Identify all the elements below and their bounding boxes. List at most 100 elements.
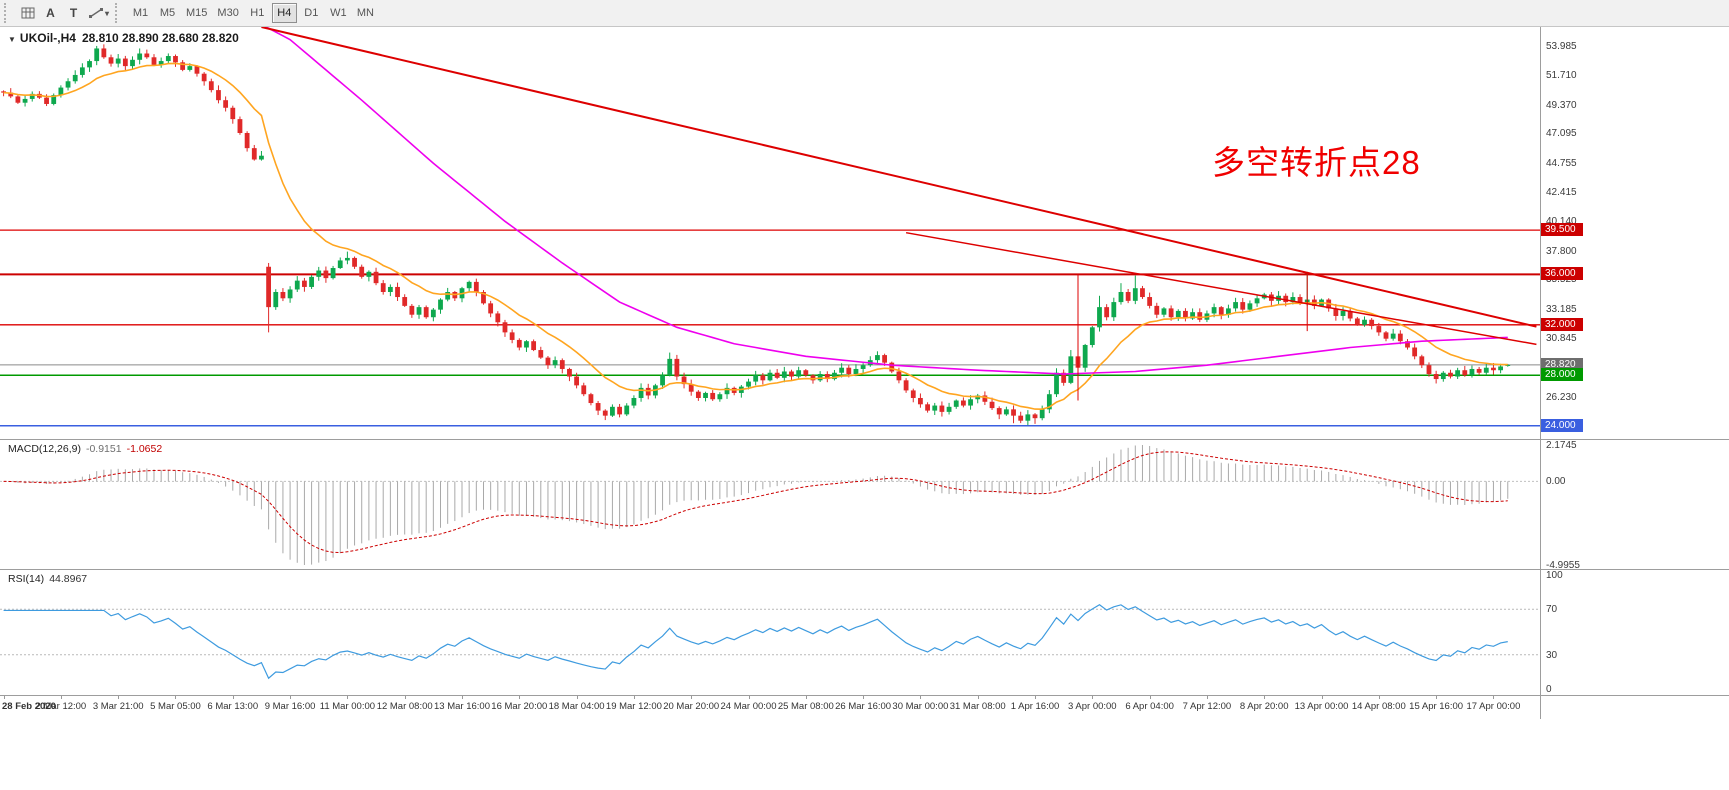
rsi-value: 44.8967 (49, 573, 88, 585)
macd-panel[interactable] (0, 439, 1540, 569)
chart-grid-button[interactable] (16, 3, 39, 24)
time-tick (290, 696, 292, 699)
time-tick (519, 696, 521, 699)
ohlc-values: 28.810 28.890 28.680 28.820 (81, 31, 239, 45)
timeframe-mn-button[interactable]: MN (353, 3, 378, 23)
time-tick (462, 696, 463, 699)
timeframe-m5-button[interactable]: M5 (155, 3, 180, 23)
rsi-panel[interactable] (0, 569, 1540, 695)
text-mark-tool-button[interactable]: T (62, 3, 85, 24)
time-axis-label: 14 Apr 08:00 (1351, 701, 1406, 712)
time-tick (175, 696, 177, 699)
time-tick (1321, 696, 1323, 699)
candlestick-chart[interactable] (0, 2, 1540, 439)
macd-histogram (10, 445, 1509, 565)
rsi-axis-label: 70 (1546, 604, 1558, 616)
timeframe-h4-button[interactable]: H4 (271, 3, 297, 23)
time-axis-label: 26 Mar 16:00 (835, 701, 892, 712)
price-axis[interactable]: 53.985 51.710 49.370 47.095 44.755 42.415 40.1… (1541, 27, 1729, 439)
price-tick-label: 49.370 (1546, 99, 1577, 111)
draw-tools-dropdown[interactable]: ▾ (85, 3, 113, 24)
time-axis-label: 30 Mar 00:00 (892, 701, 949, 712)
time-axis-label: 25 Mar 08:00 (777, 701, 834, 712)
rsi-name: RSI(14) (8, 573, 45, 585)
ma-slow-line (3, 2, 1508, 375)
time-tick (232, 696, 234, 699)
price-tick-label: 53.985 (1546, 41, 1577, 53)
toolbar-drag-handle[interactable] (115, 3, 123, 23)
time-tick (404, 696, 406, 699)
chart-text-annotation[interactable]: 多空转折点28 (1212, 144, 1421, 181)
time-axis-label: 8 Apr 20:00 (1239, 701, 1289, 712)
text-tool-button[interactable]: A (39, 3, 62, 24)
time-axis-label: 3 Mar 21:00 (92, 701, 144, 712)
timeframe-d1-button[interactable]: D1 (299, 3, 324, 23)
chart-title: ▼ UKOil-,H4 28.810 28.890 28.680 28.820 (8, 31, 239, 45)
time-axis-label: 13 Mar 16:00 (434, 701, 490, 712)
price-badge-39.500: 39.500 (1541, 223, 1583, 237)
grid-icon (21, 7, 35, 19)
symbol-period-label: UKOil-,H4 (19, 31, 76, 45)
toolbar-drag-handle[interactable] (4, 3, 12, 23)
time-axis-label: 20 Mar 20:00 (663, 701, 720, 712)
panel-separator[interactable] (0, 439, 1729, 440)
trendline-2[interactable] (905, 231, 1537, 346)
time-axis[interactable]: 28 Feb 2020 2 Mar 12:00 3 Mar 21:00 5 Mar 0… (0, 696, 1540, 719)
macd-name: MACD(12,26,9) (8, 443, 81, 455)
collapse-triangle-icon[interactable]: ▼ (8, 35, 16, 44)
time-tick (748, 696, 750, 699)
macd-axis[interactable]: 2.1745 0.00 -4.9955 (1541, 439, 1729, 571)
macd-axis-label: 2.1745 (1546, 440, 1577, 451)
time-tick (1436, 696, 1438, 699)
timeframe-m15-button[interactable]: M15 (182, 3, 211, 23)
timeframe-m30-button[interactable]: M30 (213, 3, 242, 23)
price-badge-24.000: 24.000 (1541, 418, 1583, 432)
time-tick (60, 696, 62, 699)
price-tick-label: 44.755 (1546, 157, 1577, 169)
trendline-1[interactable] (261, 26, 1537, 328)
rsi-axis-label: 0 (1546, 684, 1552, 695)
price-tick-label: 51.710 (1546, 70, 1577, 82)
timeframe-h1-button[interactable]: H1 (245, 3, 270, 23)
rsi-axis[interactable]: 100 70 30 0 (1541, 569, 1729, 695)
price-tick-label: 40.140 (1546, 216, 1577, 228)
time-tick (1092, 696, 1094, 699)
time-tick (1264, 696, 1266, 699)
time-tick (805, 696, 807, 699)
time-tick (576, 696, 578, 699)
time-axis-label: 11 Mar 00:00 (319, 701, 376, 712)
time-tick (977, 696, 979, 699)
macd-chart[interactable] (0, 439, 1540, 569)
price-tick-label: 26.230 (1546, 391, 1577, 403)
panel-separator[interactable] (0, 569, 1729, 570)
time-axis-label: 15 Apr 16:00 (1409, 701, 1464, 712)
time-axis-label: 6 Mar 13:00 (207, 701, 259, 712)
axis-border (1540, 27, 1541, 719)
time-tick (1206, 696, 1208, 699)
chevron-down-icon: ▾ (105, 8, 110, 18)
price-badge-28.820: 28.820 (1541, 357, 1583, 371)
rsi-chart[interactable] (0, 569, 1540, 695)
timeframe-m1-button[interactable]: M1 (128, 3, 153, 23)
price-tick-label: 33.185 (1546, 303, 1577, 315)
candlestick-chart-area[interactable] (0, 2, 1540, 439)
time-axis-label: 18 Mar 04:00 (548, 701, 605, 712)
price-tick-label: 37.800 (1546, 245, 1577, 257)
time-axis-label: 9 Mar 16:00 (264, 701, 316, 712)
time-axis-label: 7 Apr 12:00 (1182, 701, 1232, 712)
time-tick (118, 696, 120, 699)
macd-axis-label: 0.00 (1546, 476, 1566, 488)
time-axis-label: 17 Apr 00:00 (1466, 701, 1521, 712)
rsi-axis-label: 100 (1546, 570, 1563, 581)
timeframe-w1-button[interactable]: W1 (326, 3, 351, 23)
timeframe-toolbar: M1 M5 M15 M30 H1 H4 D1 W1 MN (127, 3, 379, 23)
price-badge-28.000: 28.000 (1541, 368, 1583, 382)
rsi-axis-label: 30 (1546, 649, 1558, 661)
time-axis-label: 28 Feb 2020 (2, 701, 56, 712)
time-axis-label: 19 Mar 12:00 (605, 701, 662, 712)
time-tick (3, 696, 5, 699)
time-tick (863, 696, 865, 699)
ma-fast-line (3, 62, 1508, 410)
price-badge-36.000: 36.000 (1541, 267, 1583, 281)
time-axis-label: 13 Apr 00:00 (1294, 701, 1349, 712)
